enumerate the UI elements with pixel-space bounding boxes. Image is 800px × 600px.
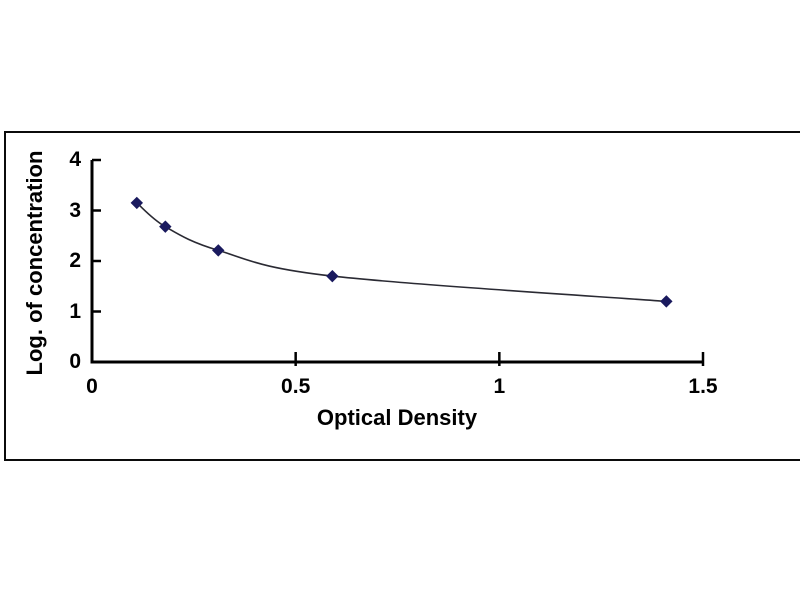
x-axis-title: Optical Density [316,405,478,430]
data-point-marker [212,244,225,257]
y-tick-label: 4 [69,148,81,171]
data-point-marker [130,196,144,210]
x-tick-label: 0.5 [281,375,311,398]
y-tick-label: 1 [69,299,81,323]
plot-frame [4,131,800,461]
y-tick-label: 0 [69,350,81,373]
data-point-marker [159,220,172,233]
data-point-marker [326,269,339,283]
y-axis-title: Log. of concentration [22,150,47,376]
y-tick-label: 2 [69,249,81,272]
x-tick-label: 0 [86,375,98,398]
y-tick-label: 3 [69,198,81,222]
x-tick-label: 1 [493,375,506,398]
data-point-marker [660,295,673,308]
x-tick-label: 1.5 [688,375,718,398]
